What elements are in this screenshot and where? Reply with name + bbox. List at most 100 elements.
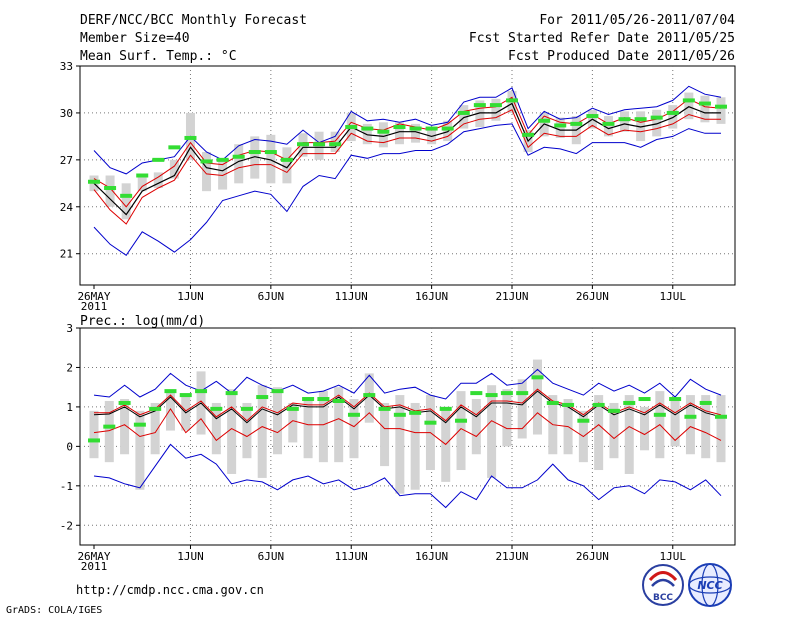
prec-control-mark [424,420,437,425]
prec-control-mark [88,438,100,443]
prec-control-mark [133,422,146,427]
prec-control-mark [210,406,223,411]
temp-obs-bar [716,97,726,124]
temp-control-mark [216,157,229,162]
prec-control-mark [317,397,330,402]
prec-xtick-label: 26JUN [576,550,609,563]
prec-control-mark [195,389,208,394]
temp-control-mark [120,193,133,198]
prec-control-mark [500,391,513,396]
temp-obs-bar [330,131,340,153]
source-url[interactable]: http://cmdp.ncc.cma.gov.cn [76,583,264,597]
prec-line-mean-sd [93,407,722,446]
temp-control-mark [264,150,277,155]
prec-obs-bar [257,385,267,478]
prec-xtick-label: 21JUN [495,550,528,563]
prec-control-mark [607,408,620,413]
prec-obs-bar [624,395,634,474]
prec-obs-bar [242,402,252,459]
prec-obs-bar [380,402,390,467]
prec-control-mark [638,397,651,402]
temp-control-mark [88,179,100,184]
temp-control-mark [586,114,599,119]
temp-control-mark [473,103,486,108]
temp-obs-bar [394,122,404,145]
temp-obs-bar [250,136,260,179]
temp-obs-bar [668,105,678,129]
ncc-logo-text: NCC [697,579,722,592]
prec-obs-bar [532,359,542,435]
temp-ytick-label: 21 [60,248,73,261]
prec-obs-bar [227,389,237,474]
temp-xtick-label: 11JUN [335,290,368,303]
prec-line-min [93,443,722,509]
prec-control-mark [669,397,682,402]
prec-xtick-label: 26MAY [77,550,110,563]
prec-control-mark [347,412,360,417]
temp-obs-bar [427,127,437,145]
temp-obs-bar [266,134,276,184]
temp-obs-bar [105,175,115,207]
temp-xtick-label: 6JUN [258,290,285,303]
temp-control-mark [345,125,358,130]
temp-xtick-sublabel: 2011 [81,300,108,313]
figure-title: DERF/NCC/BCC Monthly Forecast [80,13,307,28]
prec-obs-bar [288,402,298,443]
prec-ytick-label: -2 [60,519,73,532]
temp-control-mark [377,129,390,134]
prec-obs-bar [211,402,221,455]
temp-obs-bar [411,123,421,143]
prec-obs-bar [716,395,726,463]
temp-control-mark [184,135,197,140]
temp-control-mark [393,125,406,130]
temp-control-mark [570,121,583,126]
panel-title-prec: Prec.: log(mm/d) [80,314,205,329]
temp-control-mark [666,110,679,115]
prec-control-mark [103,424,116,429]
temp-obs-bar [378,122,388,148]
prec-xtick-sublabel: 2011 [81,560,108,573]
temp-ytick-label: 24 [60,201,74,214]
prec-xtick-label: 11JUN [335,550,368,563]
temp-control-mark [280,157,293,162]
prec-line-mean [93,390,722,424]
prec-control-mark [286,406,299,411]
temp-line-min [93,123,721,256]
prec-ytick-label: 3 [66,322,73,335]
temp-obs-bar [362,123,372,145]
temp-control-mark [409,126,422,131]
prec-control-mark [118,400,131,405]
temp-obs-bar [169,159,179,179]
temp-control-mark [136,173,149,178]
prec-obs-bar [410,402,420,490]
temp-control-mark [602,121,615,126]
temp-obs-bar [555,117,565,138]
prec-obs-bar [701,395,711,459]
temp-line-mean-sd [93,96,722,208]
temp-control-mark [425,126,438,131]
temp-control-mark [441,126,454,131]
prec-obs-bar [364,373,374,423]
prec-obs-bar [670,399,680,447]
temp-obs-bar [153,172,163,189]
prec-control-mark [363,393,376,398]
temp-ytick-label: 27 [60,154,73,167]
temp-obs-bar [652,109,662,137]
temp-obs-bar [234,144,244,184]
temp-obs-bar [459,105,469,129]
prec-obs-bar [471,399,481,455]
prec-obs-bar [594,395,604,471]
prec-control-mark [302,397,315,402]
temp-control-mark [361,126,374,131]
prec-obs-bar [349,399,359,459]
prec-obs-bar [165,391,175,431]
temp-control-mark [618,117,631,122]
bcc-logo: BCC [642,564,684,606]
temp-control-mark [232,154,245,159]
prec-control-mark [699,400,712,405]
temp-control-mark [104,186,117,191]
temp-control-mark [538,118,551,123]
temp-obs-bar [121,183,131,220]
